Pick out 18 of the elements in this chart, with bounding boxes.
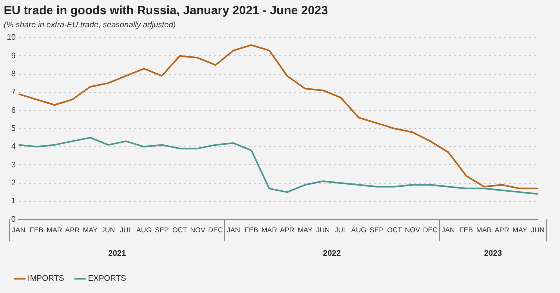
chart-subtitle: (% share in extra-EU trade, seasonally adjusted)	[4, 20, 176, 30]
y-tick-label: 9	[11, 51, 16, 60]
legend-label: EXPORTS	[88, 274, 126, 284]
text: 2023	[484, 248, 503, 258]
y-tick-label: 0	[11, 214, 16, 224]
y-tick-label: 2	[11, 178, 16, 188]
y-tick-label: 8	[11, 70, 16, 79]
legend-label: IMPORTS	[28, 274, 64, 284]
y-tick-label: 10	[6, 33, 16, 42]
y-tick-label: 5	[11, 124, 16, 134]
y-tick-label: 4	[11, 142, 16, 152]
y-tick-label: 7	[11, 88, 16, 97]
y-tick-label: 1	[11, 196, 16, 206]
y-tick-label: 3	[11, 160, 16, 170]
text: 2021	[108, 248, 127, 258]
text: 2022	[323, 248, 342, 258]
y-tick-label: 6	[11, 106, 16, 115]
chart-title: EU trade in goods with Russia, January 2021 - June 2023	[4, 4, 328, 18]
